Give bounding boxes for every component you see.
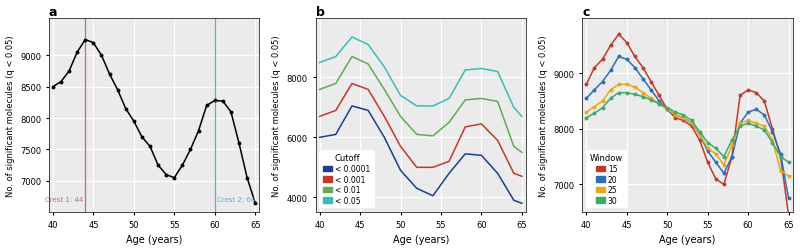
Y-axis label: No. of significant molecules (q < 0.05): No. of significant molecules (q < 0.05) [6, 35, 14, 196]
Legend: 15, 20, 25, 30: 15, 20, 25, 30 [586, 150, 627, 208]
Y-axis label: No. of significant molecules (q < 0.05): No. of significant molecules (q < 0.05) [272, 35, 282, 196]
Legend: < 0.0001, < 0.001, < 0.01, < 0.05: < 0.0001, < 0.001, < 0.01, < 0.05 [319, 150, 374, 208]
Y-axis label: No. of significant molecules (q < 0.05): No. of significant molecules (q < 0.05) [539, 35, 548, 196]
X-axis label: Age (years): Age (years) [126, 234, 182, 244]
Text: b: b [315, 6, 325, 18]
Text: Crest 1: 44: Crest 1: 44 [45, 196, 83, 202]
X-axis label: Age (years): Age (years) [393, 234, 449, 244]
Text: Crest 2: 60: Crest 2: 60 [217, 196, 255, 202]
X-axis label: Age (years): Age (years) [659, 234, 716, 244]
Text: c: c [582, 6, 590, 18]
Text: a: a [49, 6, 58, 18]
